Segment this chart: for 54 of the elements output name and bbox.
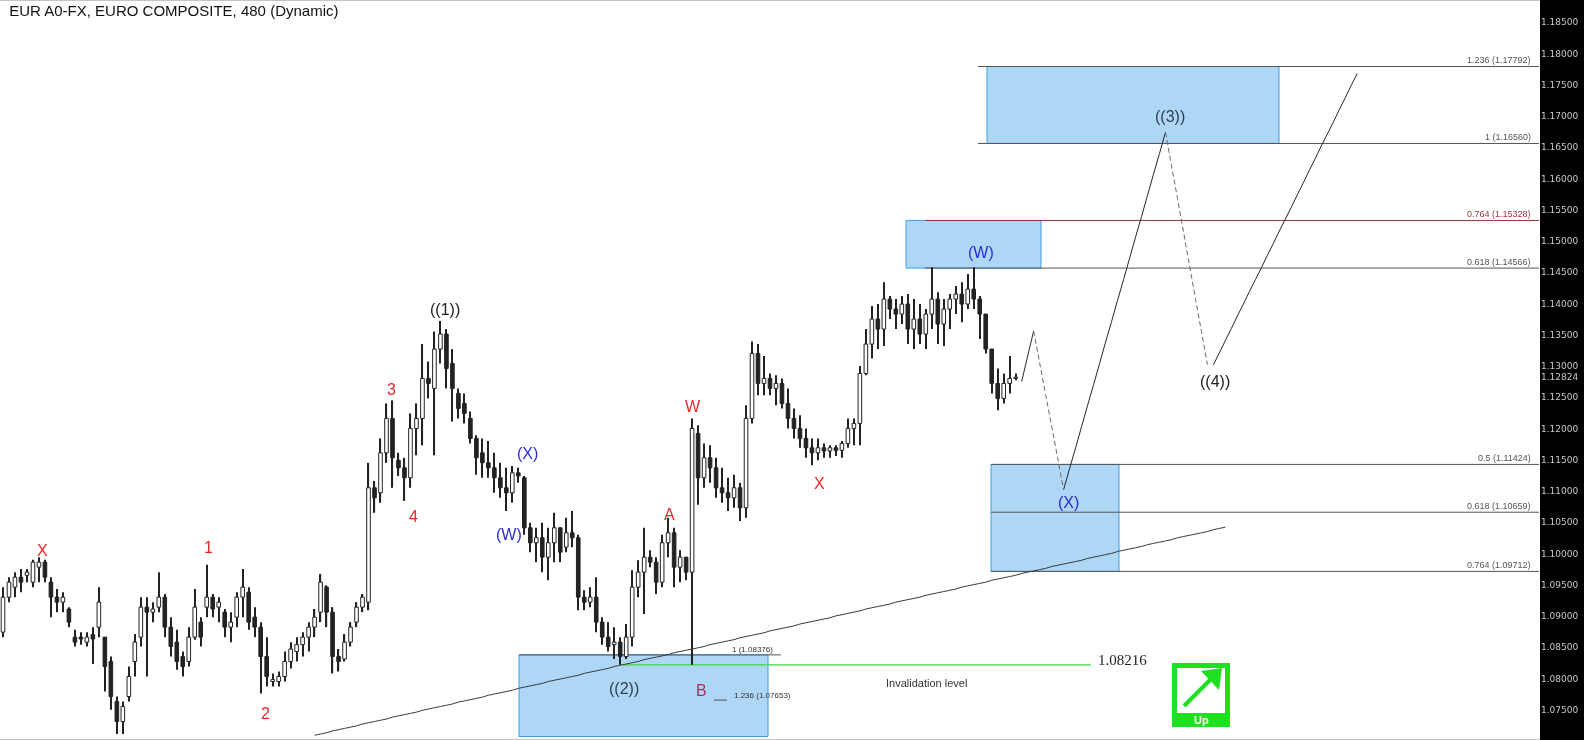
ref-line-label: 0.764 (1.09712) bbox=[1467, 560, 1531, 570]
annotation: (X) bbox=[1058, 494, 1080, 511]
y-tick-label: 1.08000 bbox=[1541, 673, 1579, 684]
annotation: ((3)) bbox=[1155, 108, 1186, 125]
annotation: X bbox=[37, 542, 48, 559]
chart-title: EUR A0-FX, EURO COMPOSITE, 480 (Dynamic) bbox=[9, 2, 339, 20]
y-tick-label: 1.14500 bbox=[1541, 267, 1579, 278]
line-series bbox=[314, 526, 1226, 736]
y-tick-label: 1.11000 bbox=[1541, 486, 1579, 497]
y-tick-label: 1.15000 bbox=[1541, 236, 1579, 247]
y-tick-label: 1.09500 bbox=[1541, 579, 1579, 590]
y-tick-label: 1.10000 bbox=[1541, 548, 1579, 559]
annotation: (W) bbox=[496, 526, 522, 543]
y-tick-label: 1.08500 bbox=[1541, 642, 1579, 653]
annotation: (X) bbox=[517, 445, 539, 462]
ref-line-label: 1 (1.16560) bbox=[1485, 132, 1532, 142]
annotation: (W) bbox=[968, 244, 994, 261]
y-tick-label: 1.17500 bbox=[1541, 79, 1579, 90]
ref-line-label: 1.236 (1.17792) bbox=[1467, 55, 1531, 65]
annotation: B bbox=[696, 682, 707, 699]
y-tick-label: 1.11500 bbox=[1541, 454, 1579, 465]
annotation: Up bbox=[1194, 714, 1209, 726]
ref-line-label: 0.618 (1.10659) bbox=[1467, 501, 1531, 511]
annotation: ((2)) bbox=[609, 680, 640, 697]
y-tick-label: 1.13000 bbox=[1541, 361, 1579, 372]
y-tick-label: 1.12824 bbox=[1541, 372, 1579, 383]
y-tick-label: 1.13500 bbox=[1541, 329, 1579, 340]
ref-line-label: 0.618 (1.14566) bbox=[1467, 257, 1531, 267]
annotation: X bbox=[814, 475, 825, 492]
y-tick-label: 1.10500 bbox=[1541, 517, 1579, 528]
y-tick-label: 1.12000 bbox=[1541, 423, 1579, 434]
ref-line-label: 0.764 (1.15328) bbox=[1467, 209, 1531, 219]
y-tick-label: 1.14000 bbox=[1541, 298, 1579, 309]
y-tick-label: 1.16000 bbox=[1541, 173, 1579, 184]
ref-line-label: 0.5 (1.11424) bbox=[1478, 453, 1531, 463]
y-tick-label: 1.17000 bbox=[1541, 111, 1579, 122]
annotation: W bbox=[685, 398, 701, 415]
y-tick-label: 1.16500 bbox=[1541, 142, 1579, 153]
annotation: 2 bbox=[261, 705, 270, 722]
annotation: Invalidation level bbox=[886, 677, 968, 689]
y-tick-label: 1.15500 bbox=[1541, 204, 1579, 215]
annotation: A bbox=[664, 506, 675, 523]
y-tick-label: 1.07500 bbox=[1541, 704, 1579, 715]
annotation: 3 bbox=[387, 381, 396, 398]
ref-line-label: 1 (1.08376) bbox=[732, 645, 774, 654]
annotation: 1 bbox=[204, 539, 213, 556]
annotation: ((1)) bbox=[430, 301, 461, 318]
annotation: 4 bbox=[409, 508, 418, 525]
y-tick-label: 1.18500 bbox=[1541, 17, 1579, 28]
y-tick-label: 1.09000 bbox=[1541, 611, 1579, 622]
ref-line-label: 1.08216 bbox=[1098, 652, 1148, 668]
annotation: ((4)) bbox=[1200, 373, 1231, 390]
y-tick-label: 1.18000 bbox=[1541, 48, 1579, 59]
y-tick-label: 1.12500 bbox=[1541, 392, 1579, 403]
